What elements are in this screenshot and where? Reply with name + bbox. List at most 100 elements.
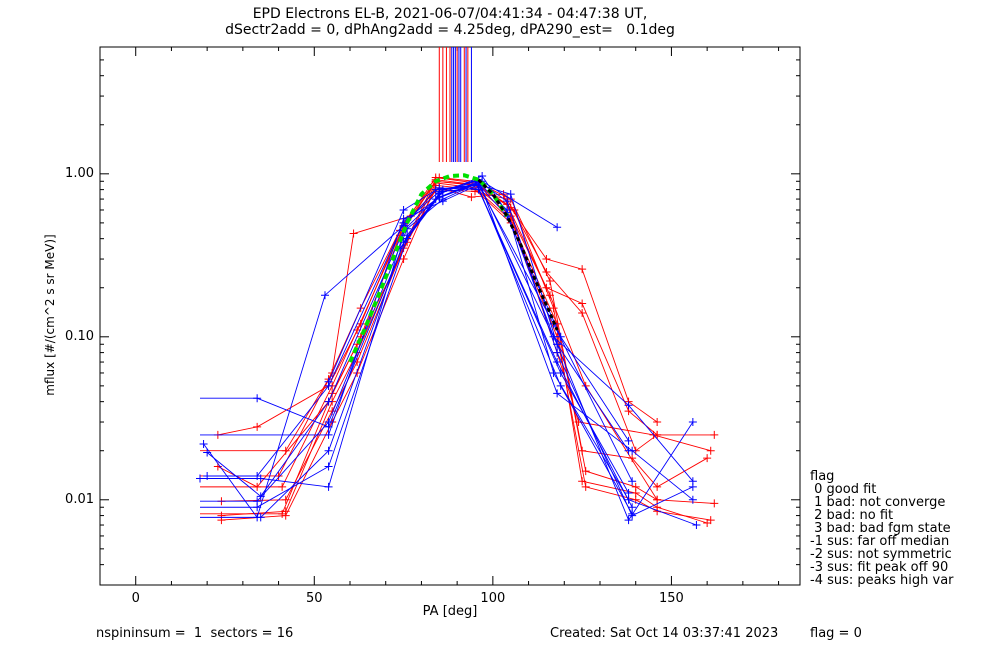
data-point (578, 446, 587, 455)
footer-spin-info: nspininsum = 1 sectors = 16 (96, 626, 294, 641)
data-point (581, 482, 590, 491)
data-point (624, 401, 633, 410)
series-line (221, 182, 715, 504)
series-line (256, 182, 629, 502)
data-point (324, 418, 333, 427)
peak-markers (438, 47, 472, 162)
data-point (553, 348, 562, 357)
series-group (196, 171, 719, 530)
data-point (324, 462, 333, 471)
legend-item: 3 bad: bad fgm state (810, 521, 951, 536)
data-point (438, 187, 447, 196)
legend-item: -4 sus: peaks high var (810, 573, 954, 588)
footer-created: Created: Sat Oct 14 03:37:41 2023 (550, 626, 779, 641)
x-axis-label: PA [deg] (422, 604, 478, 619)
y-axis-label: mflux [#/(cm^2 s sr MeV)] (43, 234, 57, 396)
series-line (281, 177, 708, 488)
data-point (399, 205, 408, 214)
legend-title: flag (810, 469, 835, 484)
data-point (321, 291, 329, 300)
data-point (624, 489, 633, 498)
legend-item: -1 sus: far off median (810, 534, 950, 549)
series-line (278, 187, 711, 477)
data-point (703, 519, 712, 528)
data-point (474, 183, 483, 192)
data-point (688, 495, 697, 504)
data-point (281, 495, 290, 504)
data-point (624, 516, 633, 525)
data-point (217, 511, 226, 520)
data-point (631, 489, 640, 498)
data-point (324, 446, 333, 455)
data-point (203, 448, 212, 457)
data-point (506, 190, 515, 199)
data-point (703, 454, 712, 463)
data-point (688, 418, 697, 427)
data-point (435, 183, 444, 192)
data-point (399, 255, 408, 264)
series-line (206, 182, 697, 526)
data-point (435, 193, 444, 202)
series-line (285, 180, 658, 501)
data-point (467, 193, 476, 202)
data-point (556, 381, 565, 390)
data-point (710, 499, 719, 508)
data-point (653, 418, 662, 427)
series-line (260, 180, 633, 518)
series-line (200, 179, 694, 501)
data-point (349, 229, 358, 238)
data-point (199, 439, 208, 448)
data-point (578, 265, 587, 274)
data-point (581, 467, 590, 476)
data-point (399, 214, 408, 223)
data-point (256, 492, 265, 501)
data-point (471, 187, 479, 196)
data-point (706, 446, 715, 455)
series-line (217, 177, 658, 436)
series-line (203, 184, 694, 522)
legend-item: 0 good fit (810, 482, 877, 497)
data-point (624, 446, 633, 455)
fit-curve-green (348, 173, 509, 363)
series-line (221, 184, 711, 521)
data-point (653, 482, 662, 491)
x-tick-label: 150 (659, 591, 684, 606)
x-tick-label: 100 (480, 591, 506, 606)
data-point (553, 389, 562, 398)
data-point (324, 397, 333, 406)
data-point (556, 368, 565, 377)
data-point (324, 377, 333, 386)
data-point (578, 308, 587, 317)
data-point (688, 477, 697, 486)
data-point (628, 477, 637, 486)
data-point (438, 197, 447, 206)
series-line (207, 180, 694, 517)
y-tick-label: 1.00 (65, 165, 94, 181)
data-point (692, 521, 701, 530)
data-point (353, 358, 362, 367)
data-point (542, 267, 551, 276)
data-point (553, 340, 562, 349)
y-tick-label: 0.10 (65, 328, 94, 344)
fit-curve-black (477, 178, 559, 331)
data-point (653, 495, 662, 504)
data-point (556, 332, 565, 341)
footer-flag: flag = 0 (810, 626, 862, 641)
x-tick-label: 0 (131, 591, 140, 606)
data-point (710, 430, 719, 439)
data-point (628, 509, 637, 518)
data-point (628, 454, 637, 463)
series-line (221, 179, 708, 524)
chart-subtitle: dSectr2add = 0, dPhAng2add = 4.25deg, dP… (225, 22, 675, 38)
data-point (578, 299, 587, 308)
flag-legend: flag 0 good fit 1 bad: not converge 2 ba… (810, 470, 954, 587)
series-line (328, 187, 629, 494)
y-tick-label: 0.01 (65, 491, 94, 507)
axis-ticks (100, 46, 800, 586)
data-point (503, 197, 512, 206)
legend-item: 2 bad: no fit (810, 508, 894, 523)
data-point (256, 474, 265, 483)
data-point (546, 276, 554, 285)
data-point (553, 223, 562, 232)
